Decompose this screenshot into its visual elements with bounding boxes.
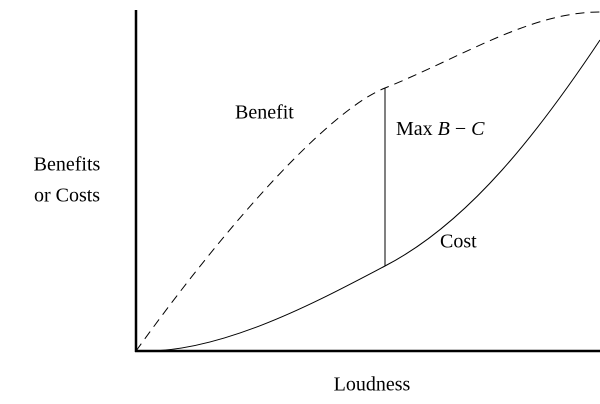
cost-label: Cost xyxy=(440,231,477,253)
y-axis-label: or Costs xyxy=(34,185,100,207)
cost-curve xyxy=(135,39,600,352)
minus-symbol: − xyxy=(455,118,466,140)
benefit-curve xyxy=(135,11,600,352)
y-axis-label: Benefits xyxy=(34,154,101,176)
max-label: Max B − C xyxy=(396,118,485,140)
b-symbol: B xyxy=(438,118,450,140)
x-axis-label: Loudness xyxy=(334,374,411,396)
max-word: Max xyxy=(396,118,433,140)
c-symbol: C xyxy=(471,118,485,140)
benefit-label: Benefit xyxy=(235,102,294,124)
